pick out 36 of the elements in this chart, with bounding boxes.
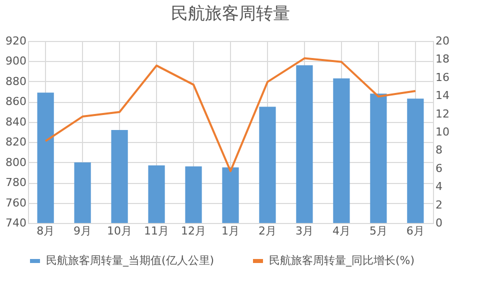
- x-tick-label: 4月: [332, 224, 350, 238]
- x-tick-label: 12月: [181, 224, 206, 238]
- y-tick-label: 860: [6, 95, 26, 108]
- y2-tick-label: 10: [436, 126, 450, 138]
- y2-tick-label: 12: [436, 107, 450, 120]
- y2-tick-label: 8: [436, 144, 442, 157]
- chart-title: 民航旅客周转量: [171, 4, 290, 24]
- y-tick-label: 920: [6, 34, 26, 48]
- x-tick-label: 10月: [107, 224, 132, 238]
- x-tick-label: 3月: [295, 224, 314, 238]
- line-series: [44, 57, 416, 172]
- y2-tick-label: 4: [436, 180, 442, 194]
- legend-label: 民航旅客周转量_当期值(亿人公里): [46, 254, 214, 267]
- y-tick-label: 900: [6, 54, 26, 68]
- y2-tick-label: 6: [436, 162, 442, 175]
- y2-tick-label: 16: [436, 70, 450, 84]
- y-tick-label: 740: [6, 216, 26, 230]
- x-tick-label: 8月: [36, 224, 55, 238]
- y-tick-label: 880: [6, 74, 26, 88]
- y-tick-label: 760: [6, 196, 26, 210]
- y-tick-label: 820: [6, 136, 26, 149]
- x-tick-label: 11月: [144, 224, 170, 238]
- y-tick-label: 780: [6, 176, 26, 190]
- x-tick-label: 2月: [258, 224, 276, 238]
- x-tick-label: 1月: [222, 224, 240, 238]
- y2-tick-label: 0: [436, 216, 442, 230]
- x-tick-label: 9月: [74, 224, 92, 238]
- y2-tick-label: 20: [436, 34, 450, 48]
- legend-label: 民航旅客周转量_同比增长(%): [269, 254, 415, 267]
- y2-tick-label: 18: [436, 52, 450, 66]
- y-tick-label: 840: [6, 115, 26, 128]
- x-tick-label: 6月: [406, 224, 424, 238]
- x-tick-label: 5月: [369, 224, 388, 238]
- y-tick-label: 800: [6, 156, 26, 169]
- y2-tick-label: 14: [436, 89, 450, 102]
- y2-tick-label: 2: [436, 198, 442, 212]
